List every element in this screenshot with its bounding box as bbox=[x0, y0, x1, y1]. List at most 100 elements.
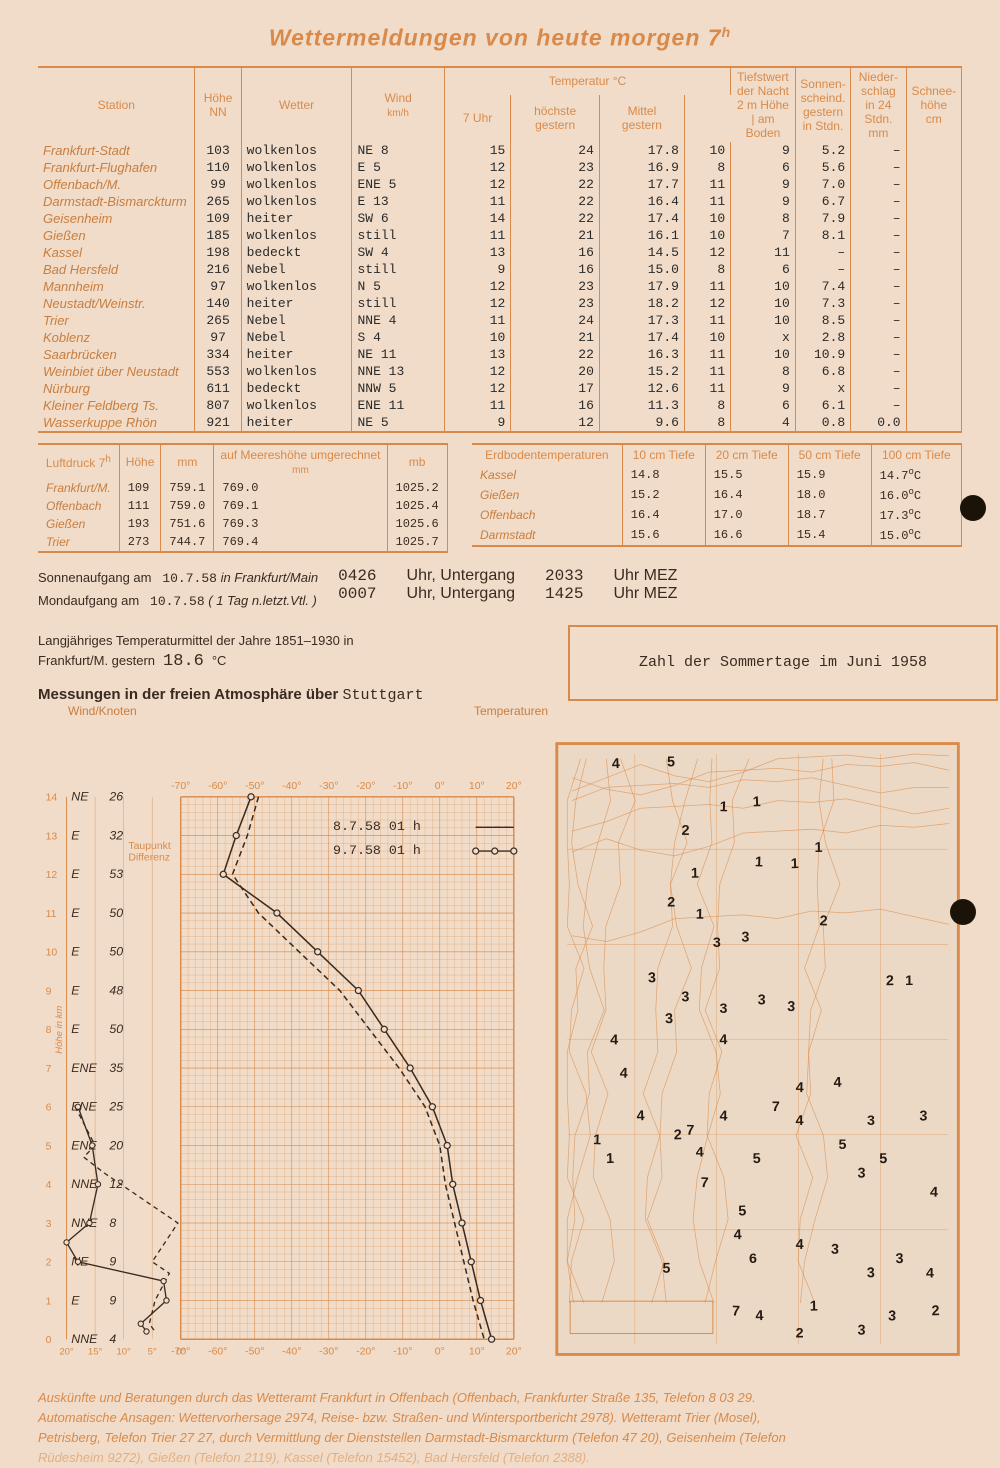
table-row: Bad Hersfeld 216 Nebel still 9 16 15.0 8… bbox=[38, 261, 962, 278]
station-nieder-8: – bbox=[851, 278, 906, 295]
svg-text:53: 53 bbox=[109, 867, 123, 881]
erd-station-0: Kassel bbox=[472, 465, 622, 485]
mond-unter-label: Uhr, Untergang bbox=[407, 585, 516, 603]
table-row: Gießen 15.2 16.4 18.0 16.0oC bbox=[472, 485, 962, 505]
svg-text:4: 4 bbox=[926, 1265, 934, 1281]
station-uhr7-3: 11 bbox=[444, 193, 511, 210]
station-mittel-14: 12.6 bbox=[599, 380, 684, 397]
svg-text:50: 50 bbox=[109, 1022, 123, 1036]
svg-text:5: 5 bbox=[667, 754, 675, 770]
erd-t10-3: 15.6 bbox=[622, 525, 705, 546]
station-hoechste-9: 23 bbox=[511, 295, 600, 312]
station-hoechste-15: 16 bbox=[511, 397, 600, 414]
svg-text:1: 1 bbox=[606, 1151, 615, 1167]
station-tiefboden-8: 10 bbox=[731, 278, 796, 295]
station-schnee-8 bbox=[906, 278, 961, 295]
svg-text:5: 5 bbox=[662, 1260, 670, 1276]
station-hoehe-6: 198 bbox=[195, 244, 241, 261]
temperaturen-label: Temperaturen bbox=[474, 704, 548, 718]
svg-text:E: E bbox=[71, 867, 80, 881]
luftdruck-col-mm: mm bbox=[161, 444, 214, 479]
svg-text:2: 2 bbox=[681, 823, 689, 839]
col-header-station: Station bbox=[38, 67, 195, 142]
station-tief2m-2: 11 bbox=[684, 176, 730, 193]
erd-station-2: Offenbach bbox=[472, 505, 622, 525]
svg-text:ENE: ENE bbox=[71, 1060, 97, 1074]
station-hoechste-8: 23 bbox=[511, 278, 600, 295]
mond-mez-label: Uhr MEZ bbox=[613, 585, 677, 603]
svg-text:5: 5 bbox=[738, 1203, 747, 1219]
table-row: Wasserkuppe Rhön 921 heiter NE 5 9 12 9.… bbox=[38, 414, 962, 432]
wind-temperature-chart[interactable]: -70° -60° -50° -40° -30° -20° -10° 0° 10° 20° -70°… bbox=[38, 724, 533, 1374]
station-uhr7-11: 10 bbox=[444, 329, 511, 346]
erdboden-rows-body: Kassel 14.8 15.5 15.9 14.7oC Gießen 15.2… bbox=[472, 465, 962, 546]
svg-text:4: 4 bbox=[930, 1184, 939, 1200]
table-row: Trier 273 744.7 769.4 1025.7 bbox=[38, 533, 447, 552]
mondaufgang-date: 10.7.58 bbox=[150, 594, 205, 609]
svg-text:50: 50 bbox=[109, 944, 123, 958]
table-row: Saarbrücken 334 heiter NE 11 13 22 16.3 … bbox=[38, 346, 962, 363]
svg-text:7: 7 bbox=[46, 1063, 52, 1074]
station-wetter-15: wolkenlos bbox=[241, 397, 352, 414]
table-row: Kassel 14.8 15.5 15.9 14.7oC bbox=[472, 465, 962, 485]
svg-text:Höhe in km: Höhe in km bbox=[54, 1005, 65, 1053]
col-header-tiefst: Tiefstwert der Nacht 2 m Höhe | am Boden bbox=[731, 67, 796, 142]
station-wetter-14: bedeckt bbox=[241, 380, 352, 397]
station-hoechste-16: 12 bbox=[511, 414, 600, 432]
svg-text:20: 20 bbox=[108, 1138, 123, 1152]
station-tief2m-10: 11 bbox=[684, 312, 730, 329]
sonnen-mez-label: Uhr MEZ bbox=[613, 567, 677, 585]
svg-text:10°: 10° bbox=[469, 781, 485, 792]
station-schnee-3 bbox=[906, 193, 961, 210]
svg-text:25: 25 bbox=[108, 1099, 123, 1113]
svg-text:11: 11 bbox=[46, 909, 57, 920]
station-sonnen-5: 8.1 bbox=[795, 227, 850, 244]
station-name-11: Koblenz bbox=[38, 329, 195, 346]
svg-text:-40°: -40° bbox=[282, 781, 301, 792]
svg-text:48: 48 bbox=[109, 983, 123, 997]
luft-hoehe-0: 109 bbox=[119, 479, 161, 497]
svg-text:NNE: NNE bbox=[71, 1177, 98, 1191]
luft-mb-3: 1025.7 bbox=[387, 533, 447, 552]
station-wetter-7: Nebel bbox=[241, 261, 352, 278]
station-tief2m-12: 11 bbox=[684, 346, 730, 363]
erdboden-col-100: 100 cm Tiefe bbox=[871, 444, 961, 465]
svg-text:3: 3 bbox=[46, 1218, 52, 1229]
table-row: Offenbach 111 759.0 769.1 1025.4 bbox=[38, 497, 447, 515]
station-wind-3: E 13 bbox=[352, 193, 444, 210]
mondaufgang-note: ( 1 Tag n.letzt.Vtl. ) bbox=[208, 593, 317, 608]
station-wetter-11: Nebel bbox=[241, 329, 352, 346]
station-name-15: Kleiner Feldberg Ts. bbox=[38, 397, 195, 414]
station-nieder-10: – bbox=[851, 312, 906, 329]
station-uhr7-9: 12 bbox=[444, 295, 511, 312]
svg-text:NNE: NNE bbox=[71, 1332, 98, 1346]
luft-station-2: Gießen bbox=[38, 515, 119, 533]
luft-mb-1: 1025.4 bbox=[387, 497, 447, 515]
mond-unter-zeit: 1425 bbox=[545, 585, 583, 603]
svg-text:3: 3 bbox=[665, 1011, 674, 1027]
station-tief2m-14: 11 bbox=[684, 380, 730, 397]
svg-text:-60°: -60° bbox=[208, 1346, 227, 1357]
svg-text:6: 6 bbox=[46, 1102, 52, 1113]
svg-text:2: 2 bbox=[886, 973, 894, 989]
station-mittel-12: 16.3 bbox=[599, 346, 684, 363]
table-row: Mannheim 97 wolkenlos N 5 12 23 17.9 11 … bbox=[38, 278, 962, 295]
erd-t100-0: 14.7oC bbox=[871, 465, 961, 485]
station-name-9: Neustadt/Weinstr. bbox=[38, 295, 195, 312]
station-uhr7-1: 12 bbox=[444, 159, 511, 176]
svg-text:-10°: -10° bbox=[393, 781, 412, 792]
station-mittel-15: 11.3 bbox=[599, 397, 684, 414]
station-schnee-1 bbox=[906, 159, 961, 176]
station-hoechste-2: 22 bbox=[511, 176, 600, 193]
station-hoehe-12: 334 bbox=[195, 346, 241, 363]
footer-text: Auskünfte und Beratungen durch das Wette… bbox=[38, 1388, 962, 1468]
svg-text:3: 3 bbox=[681, 989, 689, 1005]
svg-text:-70°: -70° bbox=[171, 781, 190, 792]
station-sonnen-14: x bbox=[795, 380, 850, 397]
station-hoechste-12: 22 bbox=[511, 346, 600, 363]
svg-text:12: 12 bbox=[46, 870, 58, 881]
station-tief2m-6: 12 bbox=[684, 244, 730, 261]
station-wetter-2: wolkenlos bbox=[241, 176, 352, 193]
